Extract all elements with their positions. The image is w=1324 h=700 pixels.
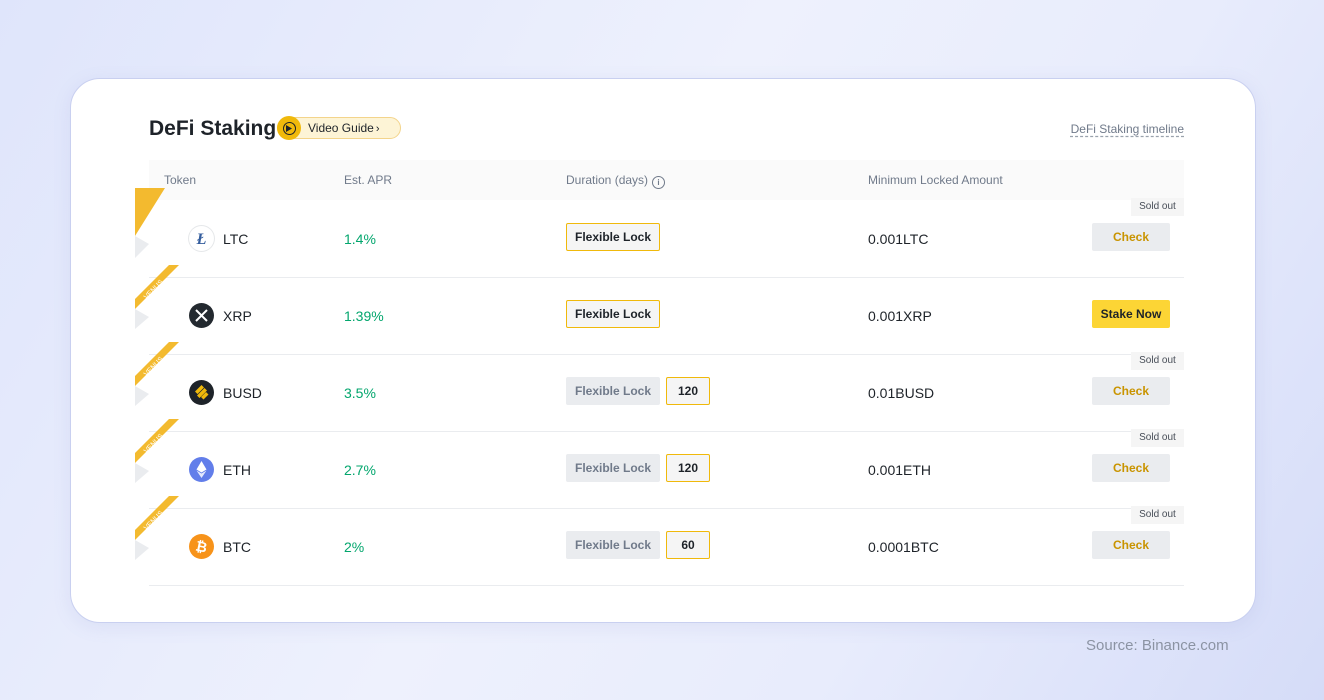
flexible-lock-option[interactable]: Flexible Lock	[566, 531, 660, 559]
xrp-icon	[189, 303, 214, 328]
sold-out-badge: Sold out	[1131, 198, 1184, 216]
table-row: VENUS ₿ BTC 2% Flexible Lock 60 0.0001BT…	[135, 496, 1184, 586]
page-title: DeFi Staking	[149, 117, 277, 140]
venus-ribbon-icon: VENUS	[135, 265, 179, 329]
duration-days-option[interactable]: 120	[666, 454, 710, 482]
min-locked-amount: 0.001ETH	[868, 462, 932, 478]
sold-out-badge: Sold out	[1131, 506, 1184, 524]
token-name: BUSD	[223, 385, 262, 401]
defi-staking-card: DeFi Staking Video Guide › DeFi Staking t…	[70, 78, 1256, 623]
busd-icon	[189, 380, 214, 405]
video-guide-label: Video Guide ›	[308, 121, 380, 135]
table-row: VENUS BUSD 3.5% Flexible Lock 120 0.01BU…	[135, 342, 1184, 432]
token-name: BTC	[223, 539, 251, 555]
play-icon	[277, 116, 301, 140]
table-row: Ł LTC 1.4% Flexible Lock 0.001LTC Sold o…	[135, 188, 1184, 278]
flexible-lock-option[interactable]: Flexible Lock	[566, 300, 660, 328]
venus-ribbon-icon: VENUS	[135, 496, 179, 560]
apr-value: 3.5%	[344, 385, 376, 401]
table-row: VENUS ETH 2.7% Flexible Lock 120 0.001ET…	[135, 419, 1184, 509]
apr-value: 2%	[344, 539, 365, 555]
info-icon[interactable]: i	[652, 176, 666, 189]
min-locked-amount: 0.001XRP	[868, 308, 932, 324]
token-name: XRP	[223, 308, 252, 324]
check-button[interactable]: Check	[1092, 454, 1170, 482]
svg-text:₿: ₿	[194, 538, 208, 556]
venus-ribbon-icon: VENUS	[135, 342, 179, 406]
column-header-token: Token	[164, 173, 197, 187]
min-locked-amount: 0.0001BTC	[868, 539, 939, 555]
ltc-icon: Ł	[189, 226, 214, 251]
sold-out-badge: Sold out	[1131, 352, 1184, 370]
sold-out-badge: Sold out	[1131, 429, 1184, 447]
source-caption: Source: Binance.com	[1086, 637, 1229, 654]
min-locked-amount: 0.01BUSD	[868, 385, 935, 401]
check-button[interactable]: Check	[1092, 223, 1170, 251]
table-header: Token Est. APR Duration (days) i Minimum …	[149, 160, 1184, 200]
column-header-min-amount: Minimum Locked Amount	[868, 173, 1003, 187]
duration-days-option[interactable]: 120	[666, 377, 710, 405]
svg-text:Ł: Ł	[196, 231, 207, 248]
stake-now-button[interactable]: Stake Now	[1092, 300, 1170, 328]
defi-staking-timeline-link[interactable]: DeFi Staking timeline	[1070, 122, 1184, 136]
venus-ribbon-icon: VENUS	[135, 419, 179, 483]
flexible-lock-option[interactable]: Flexible Lock	[566, 377, 660, 405]
check-button[interactable]: Check	[1092, 377, 1170, 405]
check-button[interactable]: Check	[1092, 531, 1170, 559]
flexible-lock-option[interactable]: Flexible Lock	[566, 454, 660, 482]
video-guide-button[interactable]: Video Guide ›	[277, 116, 401, 140]
eth-icon	[189, 457, 214, 482]
apr-value: 1.4%	[344, 231, 376, 247]
table-row: VENUS XRP 1.39% Flexible Lock 0.001XRP S…	[135, 265, 1184, 355]
apr-value: 2.7%	[344, 462, 376, 478]
token-name: LTC	[223, 231, 249, 247]
column-header-duration: Duration (days) i	[566, 173, 666, 189]
chevron-right-icon: ›	[375, 123, 380, 135]
flexible-lock-option[interactable]: Flexible Lock	[566, 223, 660, 251]
ribbon-icon	[135, 188, 165, 258]
btc-icon: ₿	[189, 534, 214, 559]
min-locked-amount: 0.001LTC	[868, 231, 929, 247]
column-header-apr: Est. APR	[344, 173, 393, 187]
duration-days-option[interactable]: 60	[666, 531, 710, 559]
apr-value: 1.39%	[344, 308, 384, 324]
token-name: ETH	[223, 462, 251, 478]
